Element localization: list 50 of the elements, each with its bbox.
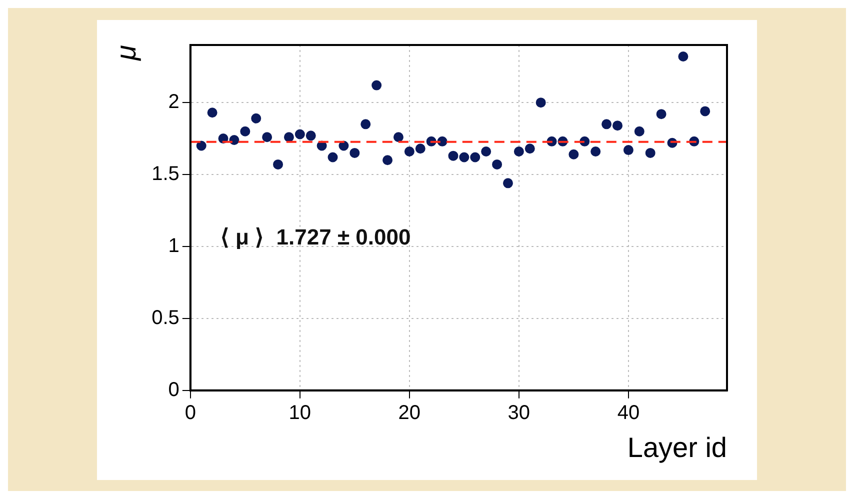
annotation: ⟨ μ ⟩ 1.727 ± 0.000 xyxy=(220,224,411,249)
point xyxy=(459,152,470,162)
point xyxy=(634,126,644,136)
point xyxy=(481,146,492,156)
point xyxy=(382,154,393,165)
point xyxy=(470,152,480,162)
x-tick-label: 10 xyxy=(288,401,312,424)
point xyxy=(656,108,666,119)
y-tick-label: 0.5 xyxy=(152,306,180,328)
y-axis-title: μ xyxy=(110,44,142,61)
point xyxy=(328,152,338,162)
point xyxy=(404,146,414,156)
x-tick-label: 0 xyxy=(184,401,196,424)
point xyxy=(360,118,371,129)
point xyxy=(700,106,710,116)
point xyxy=(502,178,513,188)
point xyxy=(273,158,284,169)
y-tick-label: 0 xyxy=(168,378,180,400)
point xyxy=(207,107,218,118)
y-tick-label: 2 xyxy=(168,90,180,113)
point xyxy=(372,80,382,90)
point xyxy=(350,147,360,158)
point xyxy=(645,147,656,158)
point xyxy=(196,140,206,150)
x-tick-label: 20 xyxy=(398,401,421,424)
point xyxy=(306,130,316,140)
point xyxy=(612,120,622,130)
x-tick-label: 40 xyxy=(617,401,640,424)
point xyxy=(623,144,634,155)
point xyxy=(678,51,688,62)
point xyxy=(415,143,426,154)
point xyxy=(262,132,272,142)
x-tick-label: 30 xyxy=(508,401,530,424)
point xyxy=(448,150,458,160)
point xyxy=(393,132,404,142)
point xyxy=(524,143,535,154)
point xyxy=(294,128,305,139)
y-tick-label: 1 xyxy=(168,234,180,256)
y-tick-label: 1.5 xyxy=(152,162,180,185)
point xyxy=(492,158,502,169)
point xyxy=(536,97,546,108)
x-axis-title: Layer id xyxy=(627,431,727,462)
point xyxy=(590,146,601,156)
point xyxy=(251,112,262,123)
point xyxy=(284,132,294,142)
point xyxy=(229,134,240,144)
point xyxy=(602,118,612,129)
point xyxy=(568,148,579,159)
point xyxy=(240,126,250,136)
point xyxy=(514,146,524,156)
